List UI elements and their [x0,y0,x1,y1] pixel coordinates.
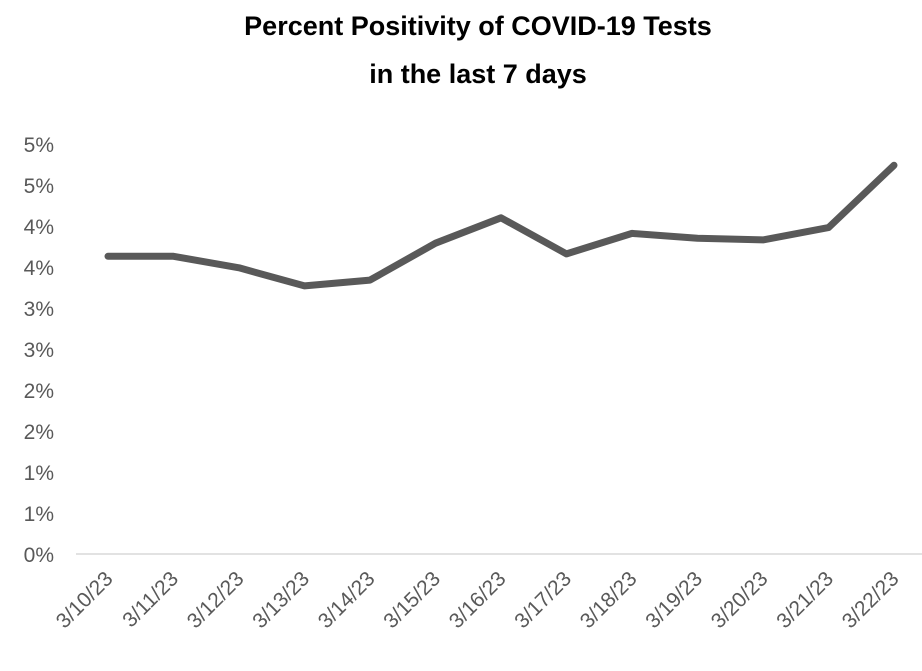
y-tick-label: 2% [24,380,54,403]
y-tick-label: 4% [24,216,54,239]
y-tick-label: 0% [24,544,54,567]
y-tick-label: 3% [24,339,54,362]
x-tick-label: 3/19/23 [641,567,707,633]
y-tick-label: 5% [24,134,54,157]
series-line [104,161,898,290]
chart-title-line: Percent Positivity of COVID-19 Tests [244,11,712,41]
y-tick-label: 3% [24,298,54,321]
chart-title: Percent Positivity of COVID-19 Tests in t… [244,11,712,89]
chart-title-line: in the last 7 days [369,59,587,89]
x-tick-label: 3/21/23 [772,567,838,633]
x-tick-label: 3/16/23 [445,567,511,633]
x-tick-label: 3/18/23 [576,567,642,633]
x-tick-label: 3/22/23 [838,567,904,633]
y-tick-label: 1% [24,503,54,526]
x-tick-label: 3/10/23 [52,567,118,633]
y-tick-label: 5% [24,175,54,198]
y-axis-tick-labels: 0% 1% 1% 2% 2% 3% 3% 4% 4% 5% 5% [24,134,54,567]
x-axis-tick-labels: 3/10/23 3/11/23 3/12/23 3/13/23 3/14/23 3/15/… [52,567,904,633]
x-tick-label: 3/20/23 [707,567,773,633]
y-tick-label: 1% [24,462,54,485]
x-tick-label: 3/13/23 [248,567,314,633]
x-tick-label: 3/15/23 [379,567,445,633]
y-tick-label: 4% [24,257,54,280]
x-tick-label: 3/12/23 [183,567,249,633]
x-tick-label: 3/14/23 [314,567,380,633]
x-tick-label: 3/11/23 [118,567,183,632]
x-tick-label: 3/17/23 [510,567,576,633]
y-tick-label: 2% [24,421,54,444]
